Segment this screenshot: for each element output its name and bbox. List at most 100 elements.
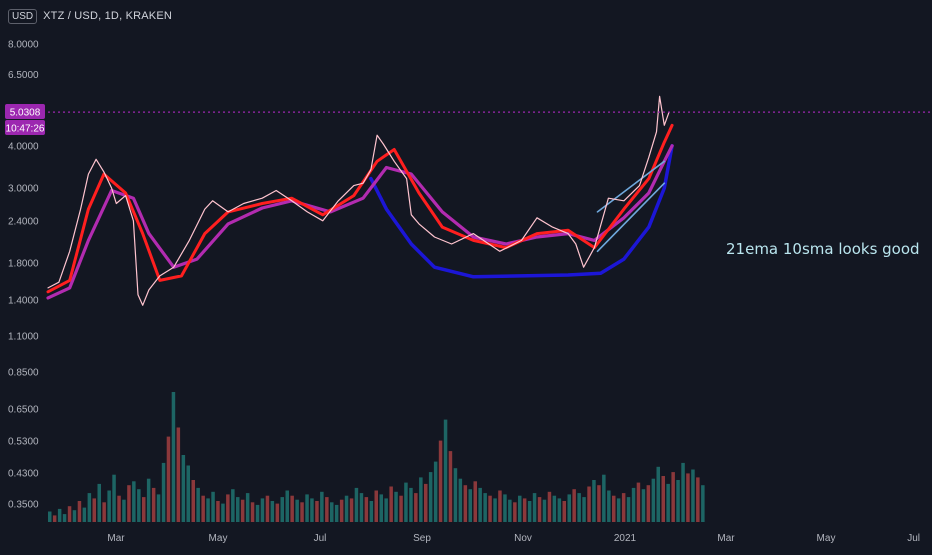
volume-bar [344, 495, 349, 522]
volume-bar [181, 455, 186, 522]
volume-bar [354, 487, 359, 522]
volume-bar [191, 480, 195, 522]
y-tick-label: 0.4300 [8, 469, 39, 480]
volume-bar [458, 478, 463, 522]
volume-bar [374, 490, 378, 522]
volume-bar [626, 497, 631, 522]
volume-bar [616, 498, 621, 522]
volume-bar [325, 497, 329, 522]
volume-bar [443, 419, 448, 522]
volume-bar [77, 501, 82, 522]
volume-bar [424, 483, 428, 522]
volume-bar [483, 493, 487, 522]
x-tick-label: May [209, 533, 228, 544]
close-line [47, 95, 670, 306]
volume-bar [231, 489, 235, 522]
y-tick-label: 0.8500 [8, 368, 39, 379]
volume-bar [107, 490, 111, 522]
volume-bar [137, 489, 141, 522]
ema21-line [46, 144, 674, 300]
time-axis[interactable]: Mar May Jul Sep Nov 2021 Mar May Jul [107, 533, 920, 544]
volume-bar [295, 499, 299, 522]
volume-bar [102, 502, 106, 522]
y-tick-label: 0.6500 [8, 405, 39, 416]
volume-bar [701, 485, 705, 522]
volume-bar [52, 515, 57, 522]
volume-bar [636, 482, 641, 522]
volume-bar [339, 499, 344, 522]
volume-bar [211, 491, 215, 522]
chart-annotation: 21ema 10sma looks good [726, 240, 920, 258]
volume-bar [567, 494, 571, 522]
volume-bar [196, 487, 200, 522]
volume-bar [176, 427, 181, 522]
volume-bar [582, 497, 586, 522]
volume-bar [384, 498, 388, 522]
volume-bar [142, 497, 146, 522]
volume-bar [508, 499, 512, 522]
y-tick-label: 8.0000 [8, 40, 39, 51]
volume-bar [651, 478, 656, 522]
last-price-tag: 5.0308 10:47:26 [5, 104, 45, 135]
currency-badge[interactable]: USD [8, 8, 38, 24]
volume-bar [513, 502, 517, 522]
volume-bar [260, 498, 265, 522]
price-axis[interactable]: 8.0000 6.5000 4.0000 3.0000 2.4000 1.8000 1.40… [8, 40, 39, 511]
y-tick-label: 4.0000 [8, 141, 39, 152]
volume-bar [280, 497, 284, 522]
volume-bar [389, 486, 393, 522]
sma10-line [46, 123, 674, 294]
y-tick-label: 0.5300 [8, 437, 39, 448]
channel-lower-line [596, 182, 666, 253]
volume-bar [527, 501, 532, 522]
y-tick-label: 1.4000 [8, 296, 39, 307]
volume-bar [532, 493, 537, 522]
volume-bar [656, 466, 660, 522]
volume-bar [359, 493, 364, 522]
volume-bar [290, 495, 294, 522]
volume-bar [468, 489, 472, 522]
volume-bar [433, 461, 438, 522]
x-tick-label: Jul [907, 533, 920, 544]
volume-bar [171, 392, 176, 522]
volume-bar [285, 490, 289, 522]
volume-bar [562, 501, 566, 522]
volume-bar [330, 502, 334, 522]
price-tag-bg [5, 104, 45, 119]
volume-bar [236, 497, 240, 522]
volume-bar [334, 504, 339, 522]
volume-bar [87, 493, 92, 522]
x-tick-label: 2021 [614, 533, 637, 544]
volume-bar [681, 462, 685, 522]
volume-bar [409, 487, 413, 522]
volume-bar [473, 481, 477, 522]
volume-bar [557, 498, 562, 522]
volume-bar [592, 480, 596, 522]
volume-bar [132, 481, 136, 522]
volume-bar [602, 474, 606, 522]
volume-bar [666, 483, 670, 522]
volume-bar [612, 495, 616, 522]
volume-bar [156, 494, 161, 522]
volume-bar [419, 477, 423, 522]
volume-bar [414, 493, 418, 522]
volume-bar [518, 495, 522, 522]
price-tag-value: 5.0308 [10, 108, 41, 119]
chart-header: USD XTZ / USD, 1D, KRAKEN [8, 6, 172, 26]
volume-bar [577, 493, 581, 522]
volume-bar [166, 436, 171, 522]
x-tick-label: Mar [107, 533, 125, 544]
volume-bar [349, 498, 354, 522]
volume-bar [631, 487, 636, 522]
volume-bar [453, 468, 458, 522]
y-tick-label: 1.8000 [8, 259, 39, 270]
volume-bar [522, 498, 527, 522]
volume-bar [275, 503, 280, 522]
volume-bar [250, 502, 255, 522]
volume-bar [67, 506, 72, 522]
volume-bar [597, 485, 601, 522]
volume-bar [542, 499, 547, 522]
volume-bar [646, 485, 651, 522]
